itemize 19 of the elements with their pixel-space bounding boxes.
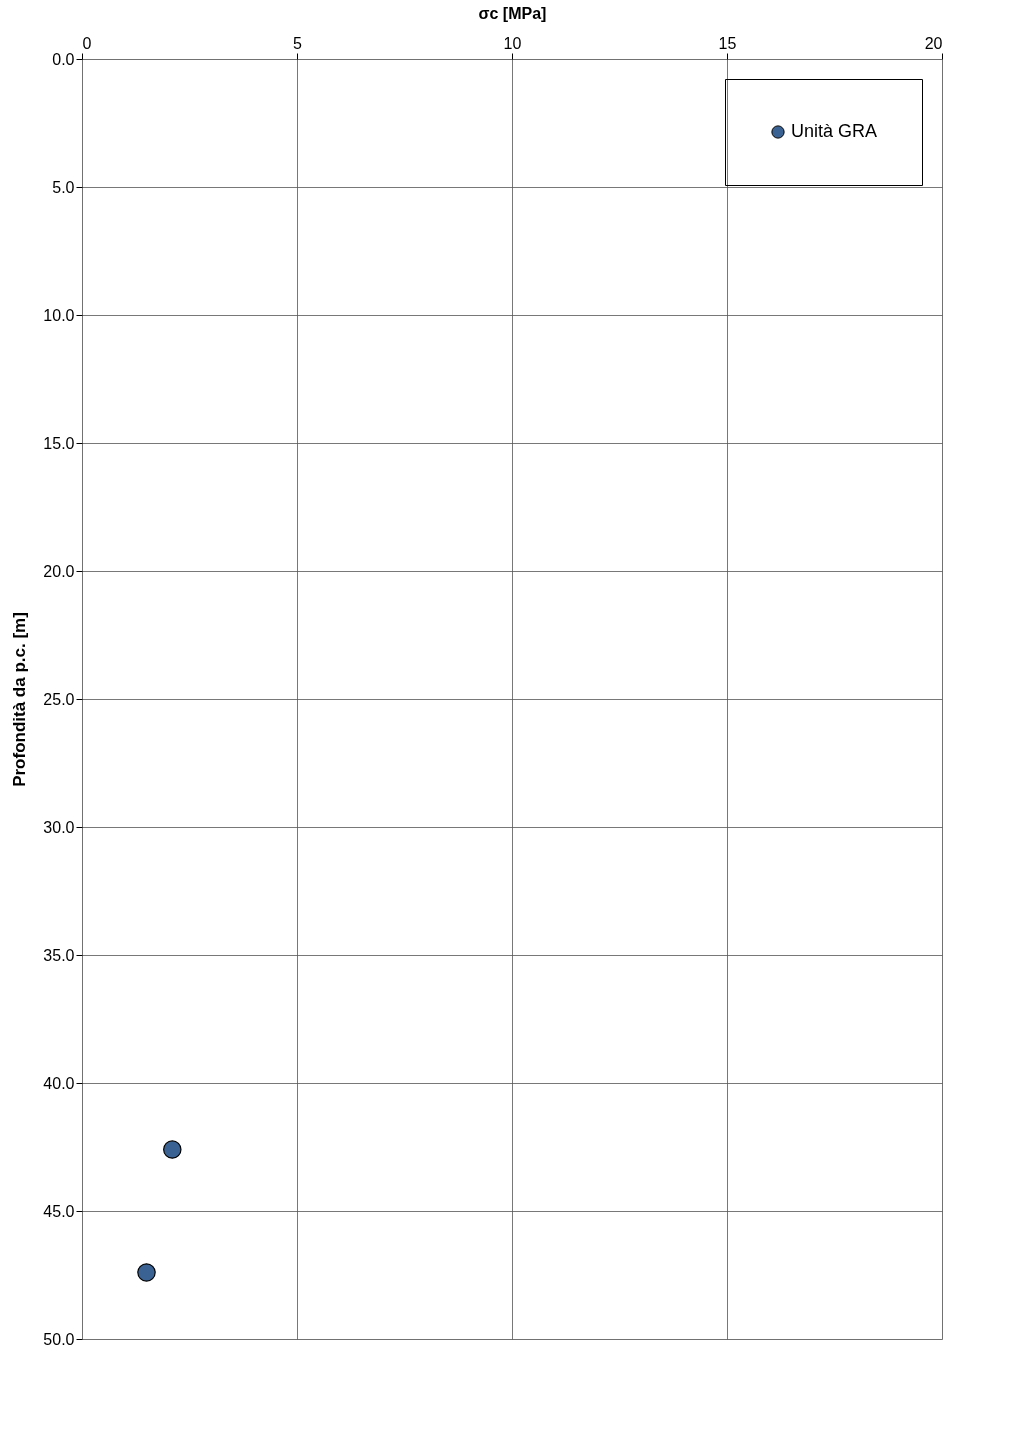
x-tick-label: 15 — [718, 34, 737, 52]
y-tick-label: 15.0 — [43, 434, 75, 452]
y-tick-label: 5.0 — [52, 178, 75, 196]
x-tick-label: 5 — [293, 34, 303, 52]
x-tick-label: 10 — [503, 34, 522, 52]
legend-label: Unità GRA — [791, 121, 878, 141]
y-tick-label: 25.0 — [43, 690, 75, 708]
y-tick-label: 30.0 — [43, 818, 75, 836]
y-tick-label: 35.0 — [43, 946, 75, 964]
y-tick-label: 10.0 — [43, 306, 75, 324]
x-axis-title: σc [MPa] — [478, 4, 547, 22]
x-tick-label: 0 — [82, 34, 92, 52]
y-tick-label: 0.0 — [52, 50, 75, 68]
y-tick-label: 45.0 — [43, 1202, 75, 1220]
y-tick-label: 50.0 — [43, 1330, 75, 1348]
x-tick-label: 20 — [924, 34, 943, 52]
y-tick-label: 20.0 — [43, 562, 75, 580]
y-axis-title: Profondità da p.c. [m] — [10, 612, 30, 787]
y-tick-label: 40.0 — [43, 1074, 75, 1092]
